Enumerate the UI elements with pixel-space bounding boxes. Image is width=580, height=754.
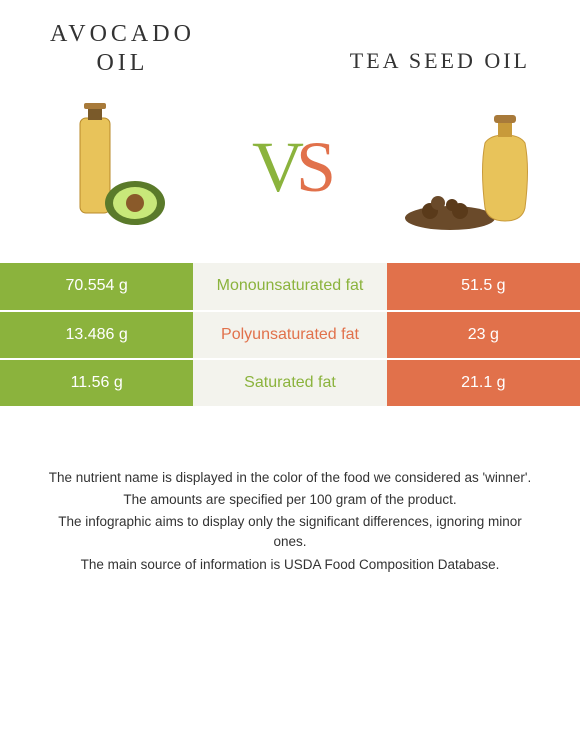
cell-label: Monounsaturated fat [193, 263, 386, 311]
vs-v: V [252, 127, 296, 207]
footer-notes: The nutrient name is displayed in the co… [0, 408, 580, 575]
title-right: TEA SEED OIL [350, 48, 530, 74]
cell-label: Polyunsaturated fat [193, 311, 386, 359]
cell-left: 11.56 g [0, 359, 193, 407]
footer-line: The nutrient name is displayed in the co… [40, 468, 540, 488]
cell-right: 23 g [387, 311, 580, 359]
cell-label: Saturated fat [193, 359, 386, 407]
cell-left: 70.554 g [0, 263, 193, 311]
comparison-table: 70.554 g Monounsaturated fat 51.5 g 13.4… [0, 263, 580, 408]
title-left: AVOCADO OIL [50, 20, 195, 78]
vs-s: S [296, 127, 328, 207]
cell-right: 51.5 g [387, 263, 580, 311]
cell-left: 13.486 g [0, 311, 193, 359]
table-row: 13.486 g Polyunsaturated fat 23 g [0, 311, 580, 359]
vs-label: VS [252, 126, 328, 209]
footer-line: The infographic aims to display only the… [40, 512, 540, 553]
table-row: 11.56 g Saturated fat 21.1 g [0, 359, 580, 407]
avocado-oil-image [40, 93, 190, 243]
title-left-line2: OIL [50, 49, 195, 78]
tea-seed-oil-image [390, 93, 540, 243]
header: AVOCADO OIL TEA SEED OIL [0, 0, 580, 78]
footer-line: The main source of information is USDA F… [40, 555, 540, 575]
footer-line: The amounts are specified per 100 gram o… [40, 490, 540, 510]
title-left-line1: AVOCADO [50, 20, 195, 49]
images-row: VS [0, 78, 580, 263]
table-row: 70.554 g Monounsaturated fat 51.5 g [0, 263, 580, 311]
cell-right: 21.1 g [387, 359, 580, 407]
